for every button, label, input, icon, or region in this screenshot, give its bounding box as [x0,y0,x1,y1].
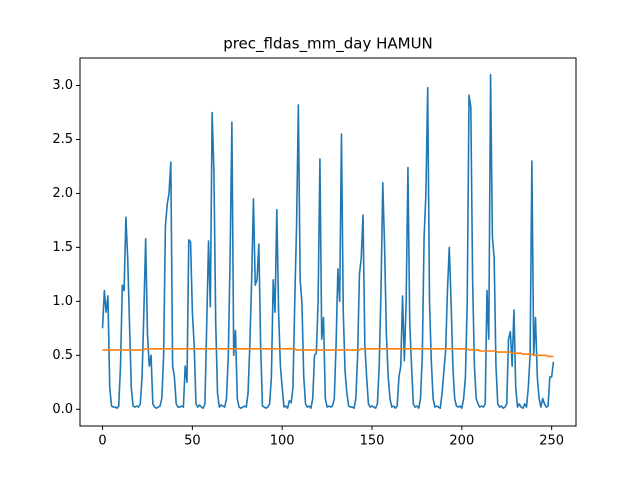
line-series [102,348,554,358]
y-tick-label: 1.0 [52,294,73,309]
y-tick-label: 1.5 [52,240,73,255]
x-tick-label: 50 [184,434,201,449]
x-tick-label: 100 [270,434,295,449]
y-tick-label: 2.5 [52,132,73,147]
y-tick-label: 0.5 [52,348,73,363]
plot-frame [79,57,577,427]
chart-title: prec_fldas_mm_day HAMUN [223,35,433,54]
x-tick-label: 0 [98,434,106,449]
y-tick-label: 3.0 [52,78,73,93]
line-series [101,73,555,409]
x-tick-label: 150 [360,434,385,449]
y-tick-label: 0.0 [52,402,73,417]
y-tick-label: 2.0 [52,186,73,201]
x-tick-label: 200 [449,434,474,449]
x-tick-label: 250 [539,434,564,449]
